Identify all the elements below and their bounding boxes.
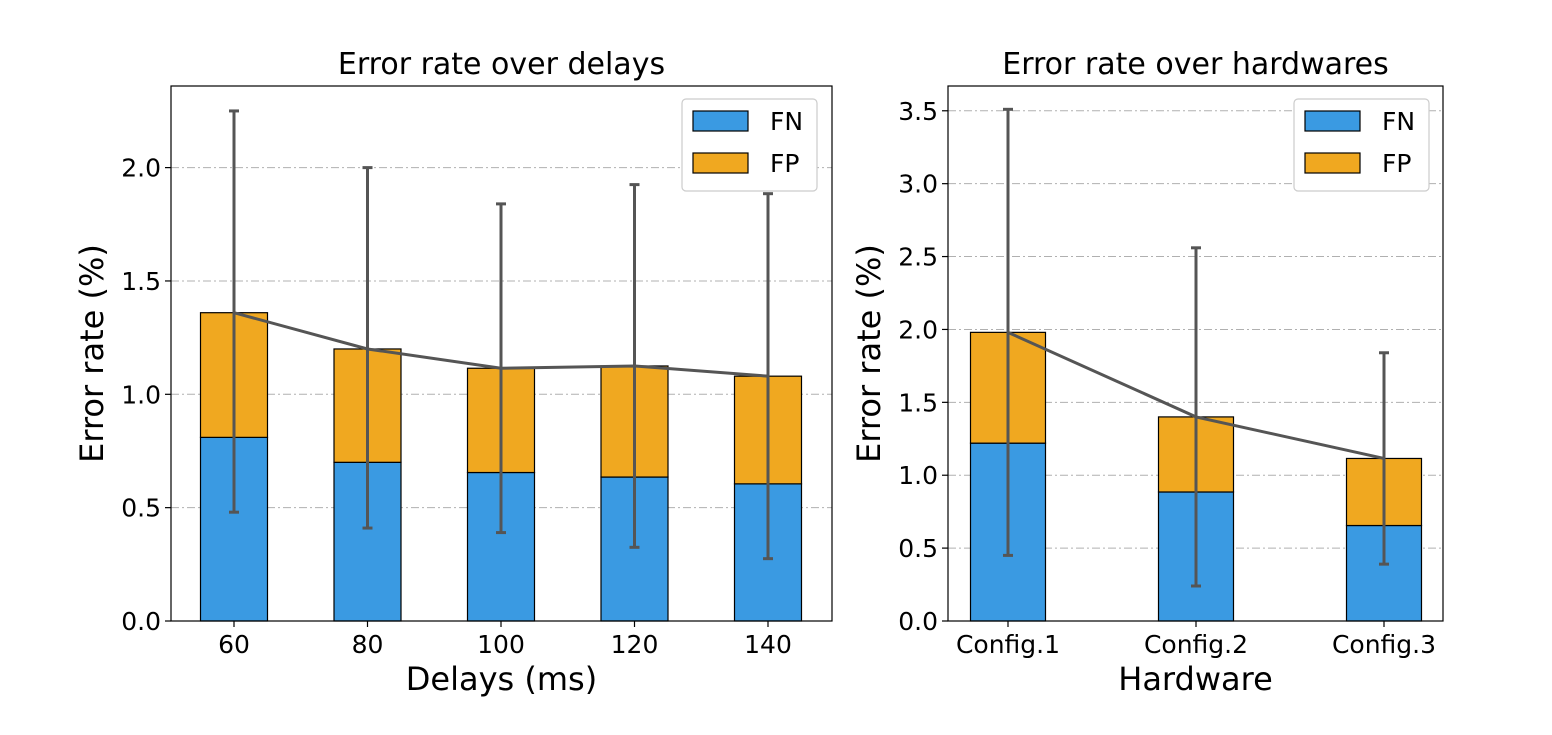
- legend-swatch-fn: [1304, 110, 1361, 132]
- x-tick-label: Config.1: [956, 630, 1060, 659]
- y-tick-label: 0.5: [121, 494, 161, 523]
- y-tick-label: 2.0: [121, 154, 161, 183]
- x-tick-label: 120: [611, 630, 659, 659]
- x-tick-label: 140: [744, 630, 792, 659]
- legend-swatch-fp: [1304, 152, 1361, 174]
- x-axis-label: Hardware: [1118, 660, 1273, 698]
- y-axis-label: Error rate (%): [73, 244, 111, 463]
- legend-label-fn: FN: [770, 107, 803, 136]
- legend: FN FP: [1293, 98, 1430, 192]
- total-trend-line: [1007, 330, 1385, 460]
- y-tick-label: 0.5: [898, 534, 938, 563]
- chart-panel-1: 0.0 0.5 1.0 1.5 2.0 60 80 100 120 140 Error rate o…: [73, 47, 833, 698]
- x-tick-label: Config.2: [1144, 630, 1248, 659]
- y-tick-label: 3.5: [898, 97, 938, 126]
- y-tick-label: 0.0: [898, 607, 938, 636]
- total-trend-line: [233, 311, 769, 378]
- y-tick-label: 3.0: [898, 170, 938, 199]
- chart-panel-2: 0.0 0.5 1.0 1.5 2.0 2.5 3.0 3.5 Config.1 Config.2…: [850, 47, 1444, 698]
- chart-title: Error rate over hardwares: [1002, 47, 1389, 82]
- x-tick-label: 60: [218, 630, 250, 659]
- x-axis-label: Delays (ms): [406, 660, 597, 698]
- legend-label-fp: FP: [770, 149, 799, 178]
- y-tick-label: 2.5: [898, 243, 938, 272]
- y-axis-label: Error rate (%): [850, 244, 888, 463]
- chart-title: Error rate over delays: [338, 47, 665, 82]
- legend-label-fp: FP: [1382, 149, 1411, 178]
- y-tick-label: 0.0: [121, 607, 161, 636]
- y-tick-label: 1.5: [898, 388, 938, 417]
- y-tick-label: 1.0: [121, 380, 161, 409]
- x-tick-label: 80: [352, 630, 384, 659]
- y-tick-label: 1.5: [121, 267, 161, 296]
- legend-swatch-fn: [692, 110, 749, 132]
- x-tick-label: 100: [477, 630, 525, 659]
- y-tick-label: 1.0: [898, 461, 938, 490]
- error-bar-60: [229, 109, 239, 514]
- legend-label-fn: FN: [1382, 107, 1415, 136]
- legend-swatch-fp: [692, 152, 749, 174]
- x-tick-label: Config.3: [1332, 630, 1436, 659]
- legend: FN FP: [681, 98, 818, 192]
- y-tick-label: 2.0: [898, 315, 938, 344]
